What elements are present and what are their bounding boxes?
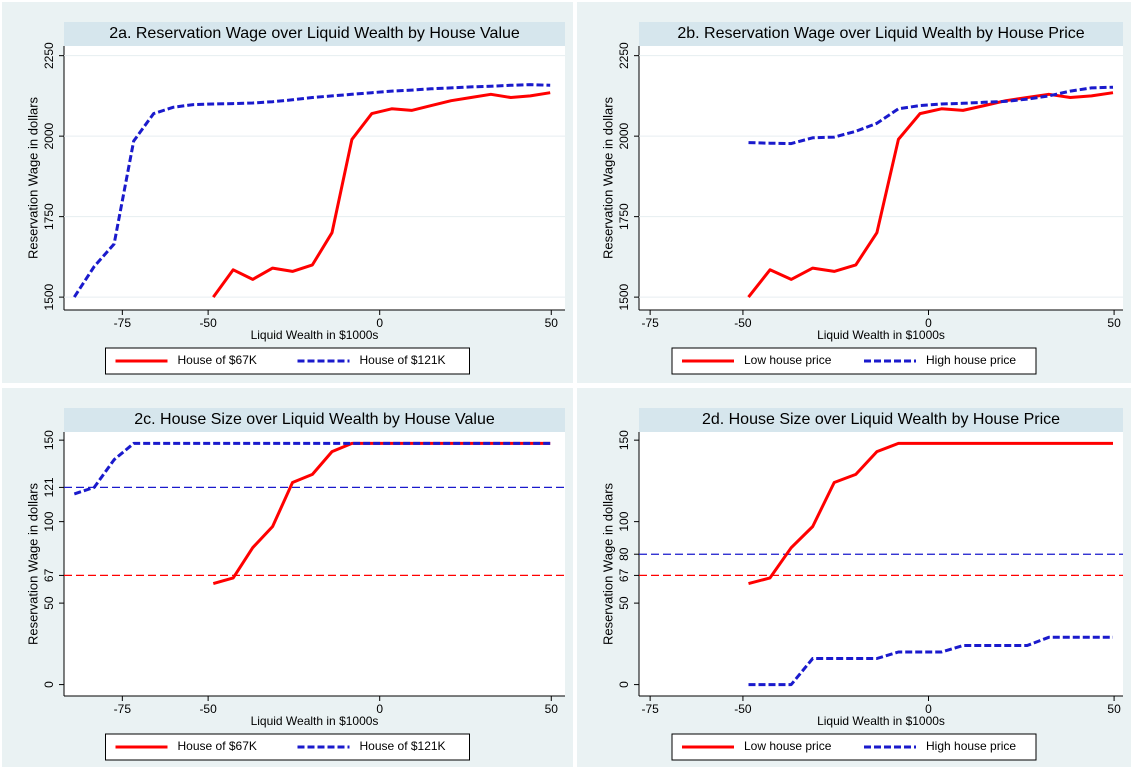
y-tick-label: 50 [617, 596, 631, 610]
x-axis-title: Liquid Wealth in $1000s [251, 714, 379, 728]
x-tick-label: -75 [641, 702, 659, 716]
series-line [748, 441, 1113, 586]
plot-area [64, 432, 565, 696]
panel: 2a. Reservation Wage over Liquid Wealth … [2, 2, 573, 383]
x-tick-label: 50 [545, 316, 559, 330]
y-tick-label: 2250 [617, 42, 631, 69]
y-tick-label: 50 [42, 596, 56, 610]
x-tick-label: -50 [199, 702, 217, 716]
legend-label: Low house price [744, 739, 832, 753]
y-tick-label: 80 [617, 547, 631, 561]
y-tick-label: 2000 [42, 122, 56, 149]
title-background [64, 22, 565, 46]
y-tick-label: 2250 [42, 42, 56, 69]
y-tick-label: 1750 [42, 203, 56, 230]
y-axis-title: Reservation Wage in dollars [600, 96, 615, 259]
x-tick-label: -50 [199, 316, 217, 330]
plot-area [64, 46, 565, 310]
series-line [748, 85, 1114, 146]
panel: 2d. House Size over Liquid Wealth by Hou… [577, 388, 1131, 767]
y-tick-label: 150 [42, 430, 56, 450]
chart-title: 2c. House Size over Liquid Wealth by Hou… [134, 411, 495, 428]
legend-label: House of $67K [178, 739, 257, 753]
y-tick-label: 100 [42, 511, 56, 531]
x-axis-title: Liquid Wealth in $1000s [251, 328, 379, 342]
legend-label: High house price [926, 353, 1016, 367]
x-axis-title: Liquid Wealth in $1000s [817, 328, 945, 342]
legend-label: High house price [926, 739, 1016, 753]
x-tick-label: 0 [925, 702, 932, 716]
y-tick-label: 121 [42, 477, 56, 497]
x-tick-label: 50 [1107, 702, 1121, 716]
title-background [639, 408, 1123, 432]
y-tick-label: 2000 [617, 122, 631, 149]
x-axis-title: Liquid Wealth in $1000s [817, 714, 945, 728]
x-tick-label: 50 [1107, 316, 1121, 330]
x-tick-label: -50 [734, 316, 752, 330]
y-tick-label: 100 [617, 511, 631, 531]
legend-label: House of $121K [360, 739, 446, 753]
y-tick-label: 67 [42, 568, 56, 582]
title-background [64, 408, 565, 432]
chart-title: 2d. House Size over Liquid Wealth by Hou… [702, 411, 1060, 428]
x-tick-label: -75 [641, 316, 659, 330]
panel: 2b. Reservation Wage over Liquid Wealth … [577, 2, 1131, 383]
y-tick-label: 0 [617, 681, 631, 688]
x-tick-label: -75 [114, 316, 132, 330]
y-tick-label: 150 [617, 430, 631, 450]
x-tick-label: 0 [925, 316, 932, 330]
x-tick-label: 0 [376, 316, 383, 330]
series-line [748, 635, 1113, 687]
x-tick-label: -75 [114, 702, 132, 716]
legend-label: House of $67K [178, 353, 257, 367]
panel: 2c. House Size over Liquid Wealth by Hou… [2, 388, 573, 767]
x-tick-label: -50 [734, 702, 752, 716]
chart-title: 2a. Reservation Wage over Liquid Wealth … [109, 25, 520, 42]
chart-title: 2b. Reservation Wage over Liquid Wealth … [677, 25, 1084, 42]
y-tick-label: 0 [42, 681, 56, 688]
legend-label: House of $121K [360, 353, 446, 367]
y-tick-label: 67 [617, 568, 631, 582]
plot-area [639, 46, 1123, 310]
legend-label: Low house price [744, 353, 832, 367]
x-tick-label: 0 [376, 702, 383, 716]
series-line [73, 441, 551, 496]
title-background [639, 22, 1123, 46]
y-axis-title: Reservation Wage in dollars [600, 482, 615, 645]
y-axis-title: Reservation Wage in dollars [25, 96, 40, 259]
series-line [73, 83, 551, 298]
y-tick-label: 1500 [617, 283, 631, 310]
y-tick-label: 1750 [617, 203, 631, 230]
series-line [212, 91, 551, 298]
x-tick-label: 50 [545, 702, 559, 716]
y-tick-label: 1500 [42, 283, 56, 310]
plot-area [639, 432, 1123, 696]
y-axis-title: Reservation Wage in dollars [25, 482, 40, 645]
